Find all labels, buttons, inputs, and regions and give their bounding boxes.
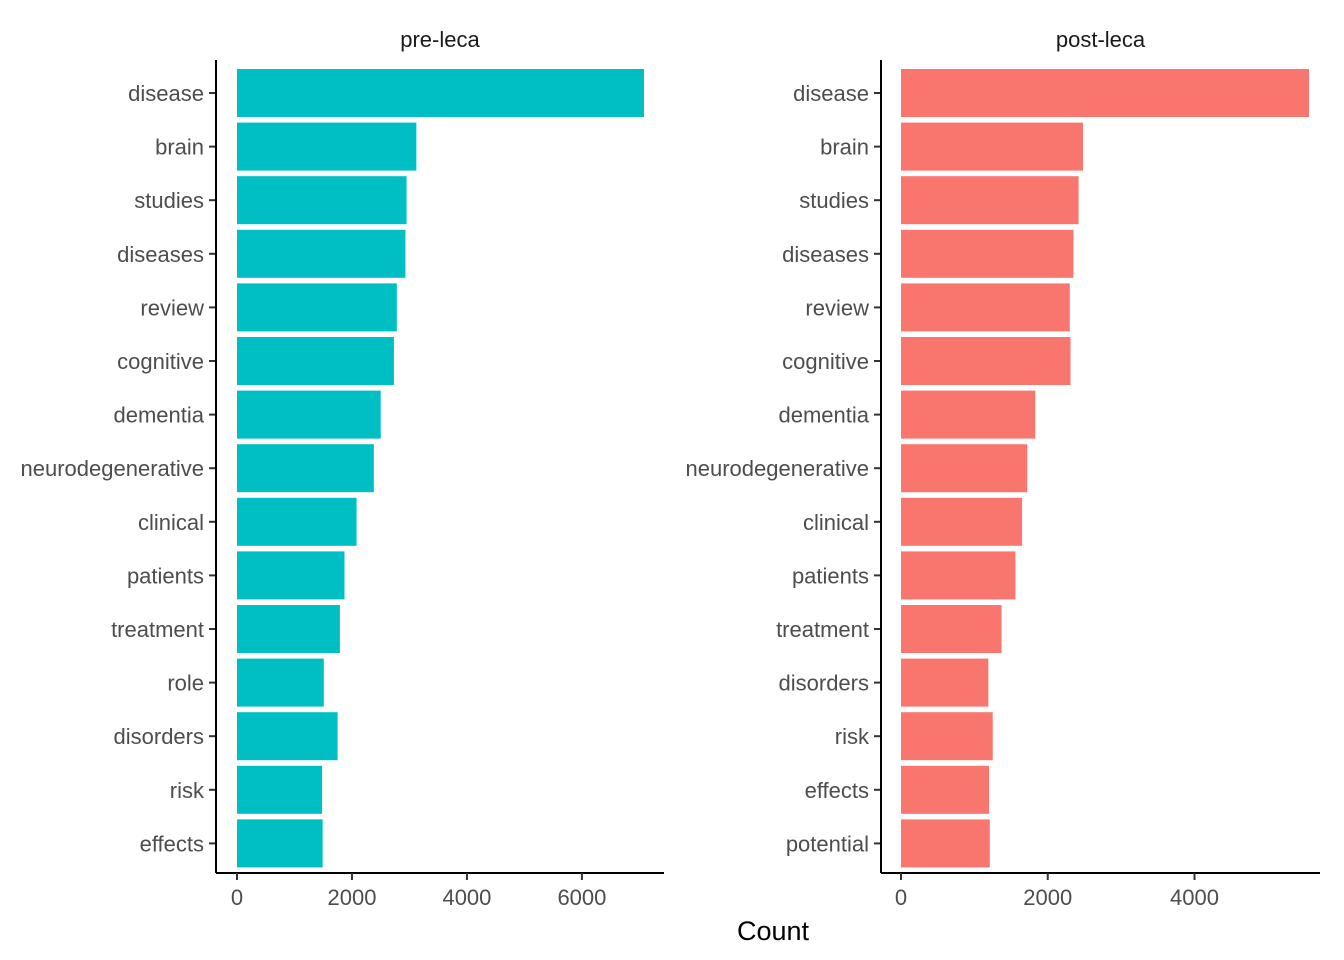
x-tick-label-post-leca-4000: 4000 [1170, 885, 1219, 910]
category-label-pre-leca-treatment: treatment [111, 617, 204, 642]
x-tick-label-pre-leca-4000: 4000 [442, 885, 491, 910]
bar-pre-leca-clinical [237, 497, 357, 546]
category-label-pre-leca-diseases: diseases [117, 242, 204, 267]
bar-post-leca-patients [901, 551, 1016, 600]
category-label-post-leca-neurodegenerative: neurodegenerative [686, 456, 869, 481]
x-tick-label-pre-leca-6000: 6000 [557, 885, 606, 910]
category-label-post-leca-effects: effects [805, 778, 869, 803]
x-tick-label-post-leca-2000: 2000 [1023, 885, 1072, 910]
x-tick-label-pre-leca-0: 0 [231, 885, 243, 910]
category-label-post-leca-clinical: clinical [803, 510, 869, 535]
bar-pre-leca-studies [237, 176, 407, 225]
bar-post-leca-disorders [901, 658, 989, 707]
category-label-post-leca-treatment: treatment [776, 617, 869, 642]
bar-post-leca-neurodegenerative [901, 444, 1028, 493]
category-label-post-leca-studies: studies [799, 188, 869, 213]
panel-title-post-leca: post-leca [1056, 27, 1146, 52]
bar-pre-leca-dementia [237, 390, 381, 439]
bar-pre-leca-disorders [237, 712, 338, 761]
category-label-pre-leca-neurodegenerative: neurodegenerative [21, 456, 204, 481]
bar-post-leca-review [901, 283, 1070, 332]
bar-pre-leca-treatment [237, 605, 340, 653]
category-label-post-leca-review: review [805, 295, 869, 320]
bar-post-leca-effects [901, 765, 990, 814]
x-axis-title: Count [737, 916, 810, 946]
bar-post-leca-dementia [901, 390, 1036, 439]
bar-pre-leca-role [237, 658, 324, 707]
category-label-post-leca-disease: disease [793, 81, 869, 106]
x-tick-label-post-leca-0: 0 [895, 885, 907, 910]
bar-pre-leca-risk [237, 765, 323, 814]
bar-pre-leca-brain [237, 122, 417, 171]
category-label-pre-leca-role: role [167, 671, 204, 696]
category-label-pre-leca-review: review [140, 295, 204, 320]
bar-post-leca-treatment [901, 605, 1002, 653]
category-label-post-leca-dementia: dementia [778, 403, 869, 428]
category-label-pre-leca-disorders: disorders [114, 724, 204, 749]
bar-pre-leca-effects [237, 819, 323, 868]
bar-pre-leca-cognitive [237, 337, 394, 385]
category-label-pre-leca-cognitive: cognitive [117, 349, 204, 374]
category-label-pre-leca-effects: effects [140, 831, 204, 856]
category-label-pre-leca-dementia: dementia [113, 403, 204, 428]
category-label-pre-leca-brain: brain [155, 135, 204, 160]
category-label-pre-leca-disease: disease [128, 81, 204, 106]
category-label-post-leca-diseases: diseases [782, 242, 869, 267]
bar-post-leca-clinical [901, 497, 1023, 546]
bar-pre-leca-review [237, 283, 397, 332]
category-label-pre-leca-patients: patients [127, 563, 204, 588]
category-label-post-leca-patients: patients [792, 563, 869, 588]
category-label-pre-leca-risk: risk [170, 778, 205, 803]
bar-post-leca-diseases [901, 229, 1074, 278]
bar-pre-leca-diseases [237, 229, 406, 278]
bar-pre-leca-disease [237, 69, 644, 117]
category-label-pre-leca-clinical: clinical [138, 510, 204, 535]
x-tick-label-pre-leca-2000: 2000 [327, 885, 376, 910]
category-label-post-leca-potential: potential [786, 831, 869, 856]
bar-post-leca-studies [901, 176, 1079, 225]
category-label-post-leca-brain: brain [820, 135, 869, 160]
bar-pre-leca-neurodegenerative [237, 444, 374, 493]
category-label-pre-leca-studies: studies [134, 188, 204, 213]
category-label-post-leca-risk: risk [835, 724, 870, 749]
bar-post-leca-disease [901, 69, 1309, 117]
category-label-post-leca-cognitive: cognitive [782, 349, 869, 374]
category-label-post-leca-disorders: disorders [779, 671, 869, 696]
bar-post-leca-cognitive [901, 337, 1071, 385]
bar-post-leca-potential [901, 819, 990, 868]
bar-post-leca-risk [901, 712, 993, 761]
bar-pre-leca-patients [237, 551, 345, 600]
bar-post-leca-brain [901, 122, 1083, 171]
panel-title-pre-leca: pre-leca [400, 27, 480, 52]
